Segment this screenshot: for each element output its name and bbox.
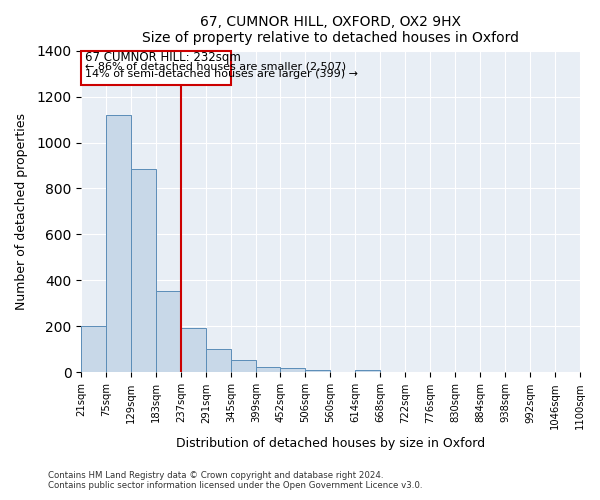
Bar xyxy=(131,169,156,372)
Text: Contains HM Land Registry data © Crown copyright and database right 2024.
Contai: Contains HM Land Registry data © Crown c… xyxy=(48,470,422,490)
Bar xyxy=(181,328,206,372)
X-axis label: Distribution of detached houses by size in Oxford: Distribution of detached houses by size … xyxy=(176,437,485,450)
Bar xyxy=(231,360,256,372)
Bar xyxy=(206,350,231,372)
Bar xyxy=(156,291,181,372)
Bar xyxy=(81,326,106,372)
Bar xyxy=(280,368,305,372)
Y-axis label: Number of detached properties: Number of detached properties xyxy=(15,113,28,310)
Bar xyxy=(106,115,131,372)
Text: ← 86% of detached houses are smaller (2,507): ← 86% of detached houses are smaller (2,… xyxy=(85,61,346,71)
Bar xyxy=(256,366,280,372)
Text: 14% of semi-detached houses are larger (399) →: 14% of semi-detached houses are larger (… xyxy=(85,68,358,78)
Title: 67, CUMNOR HILL, OXFORD, OX2 9HX
Size of property relative to detached houses in: 67, CUMNOR HILL, OXFORD, OX2 9HX Size of… xyxy=(142,15,519,45)
Bar xyxy=(305,370,331,372)
Text: 67 CUMNOR HILL: 232sqm: 67 CUMNOR HILL: 232sqm xyxy=(85,52,241,64)
Bar xyxy=(355,370,380,372)
FancyBboxPatch shape xyxy=(81,50,231,86)
